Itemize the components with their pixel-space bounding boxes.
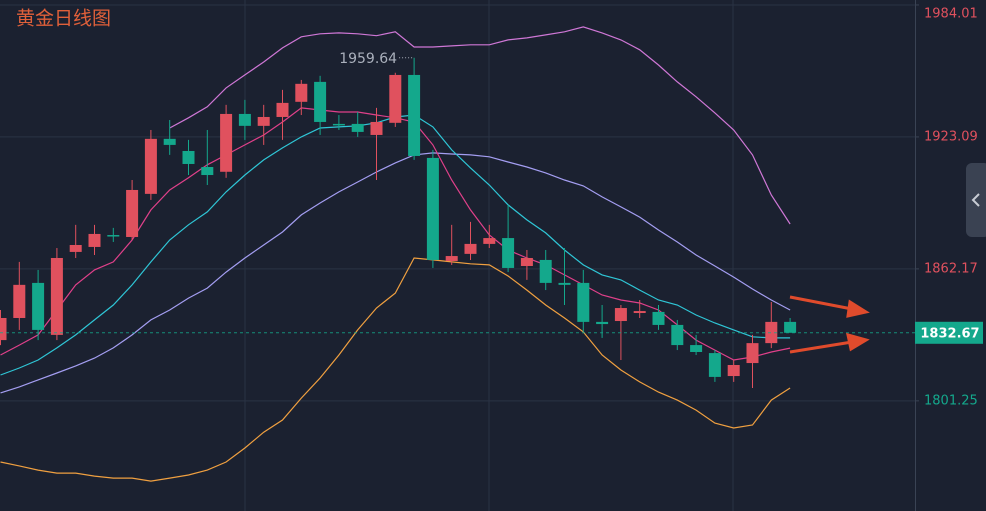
indicator-line: [169, 26, 791, 225]
arrow-head: [846, 332, 870, 352]
candle-body: [784, 321, 797, 333]
candle-body: [13, 284, 26, 318]
arrow: [789, 340, 853, 354]
candle-body: [765, 321, 778, 344]
candle-body: [0, 317, 7, 341]
candle-body: [539, 259, 552, 283]
candle-body: [314, 81, 327, 122]
candle-body: [32, 282, 45, 330]
candle-body: [633, 311, 646, 314]
candle-body: [746, 343, 759, 364]
candle-body: [708, 353, 721, 377]
candle-body: [201, 167, 214, 176]
candle-body: [577, 282, 590, 322]
high-label: 1959.64: [339, 51, 397, 67]
last-price-label: 1832.67: [920, 326, 979, 341]
candle-body: [652, 311, 665, 325]
candle-body: [69, 244, 82, 252]
indicator-line: [0, 152, 791, 394]
candle-body: [445, 256, 458, 262]
candle-body: [464, 243, 477, 254]
y-tick-label: 1801.25: [924, 393, 978, 408]
candle-body: [370, 121, 383, 135]
candle-body: [520, 257, 533, 267]
candle-body: [690, 345, 703, 353]
candle-body: [163, 138, 176, 145]
candle-body: [88, 233, 101, 247]
v-grid: [244, 0, 734, 511]
last-price-badge: [915, 321, 983, 344]
candle-body: [727, 365, 740, 377]
arrow-head: [846, 299, 870, 318]
candle-body: [276, 102, 289, 117]
arrow: [789, 295, 853, 311]
candle-body: [107, 235, 120, 237]
arrows: [789, 295, 870, 354]
candle-body: [220, 113, 233, 172]
candle-body: [389, 74, 402, 123]
chart-title: 黄金日线图: [16, 8, 111, 30]
y-tick-label: 1923.09: [924, 129, 978, 144]
candle-body: [295, 83, 308, 102]
chevron: [971, 193, 980, 207]
candle-body: [50, 257, 63, 335]
candle-body: [257, 116, 270, 126]
candle-body: [426, 157, 439, 260]
y-tick-label: 1862.17: [924, 261, 978, 276]
side-toggle[interactable]: [966, 163, 986, 237]
candle-body: [126, 189, 139, 237]
candle-body: [614, 308, 627, 322]
candle-body: [144, 138, 157, 194]
candle-body: [408, 74, 421, 156]
candle-body: [671, 324, 684, 346]
side-toggle-bg[interactable]: [966, 163, 986, 237]
candle-body: [596, 321, 609, 325]
candle-body: [238, 113, 251, 126]
y-tick-label: 1984.01: [924, 7, 978, 22]
candle-body: [558, 282, 571, 285]
candle-body: [332, 123, 345, 126]
indicator-line: [0, 257, 791, 482]
candle-body: [502, 238, 515, 268]
candle-body: [483, 238, 496, 244]
candle-body: [351, 123, 364, 132]
candle-body: [182, 150, 195, 164]
plot: [0, 4, 915, 482]
